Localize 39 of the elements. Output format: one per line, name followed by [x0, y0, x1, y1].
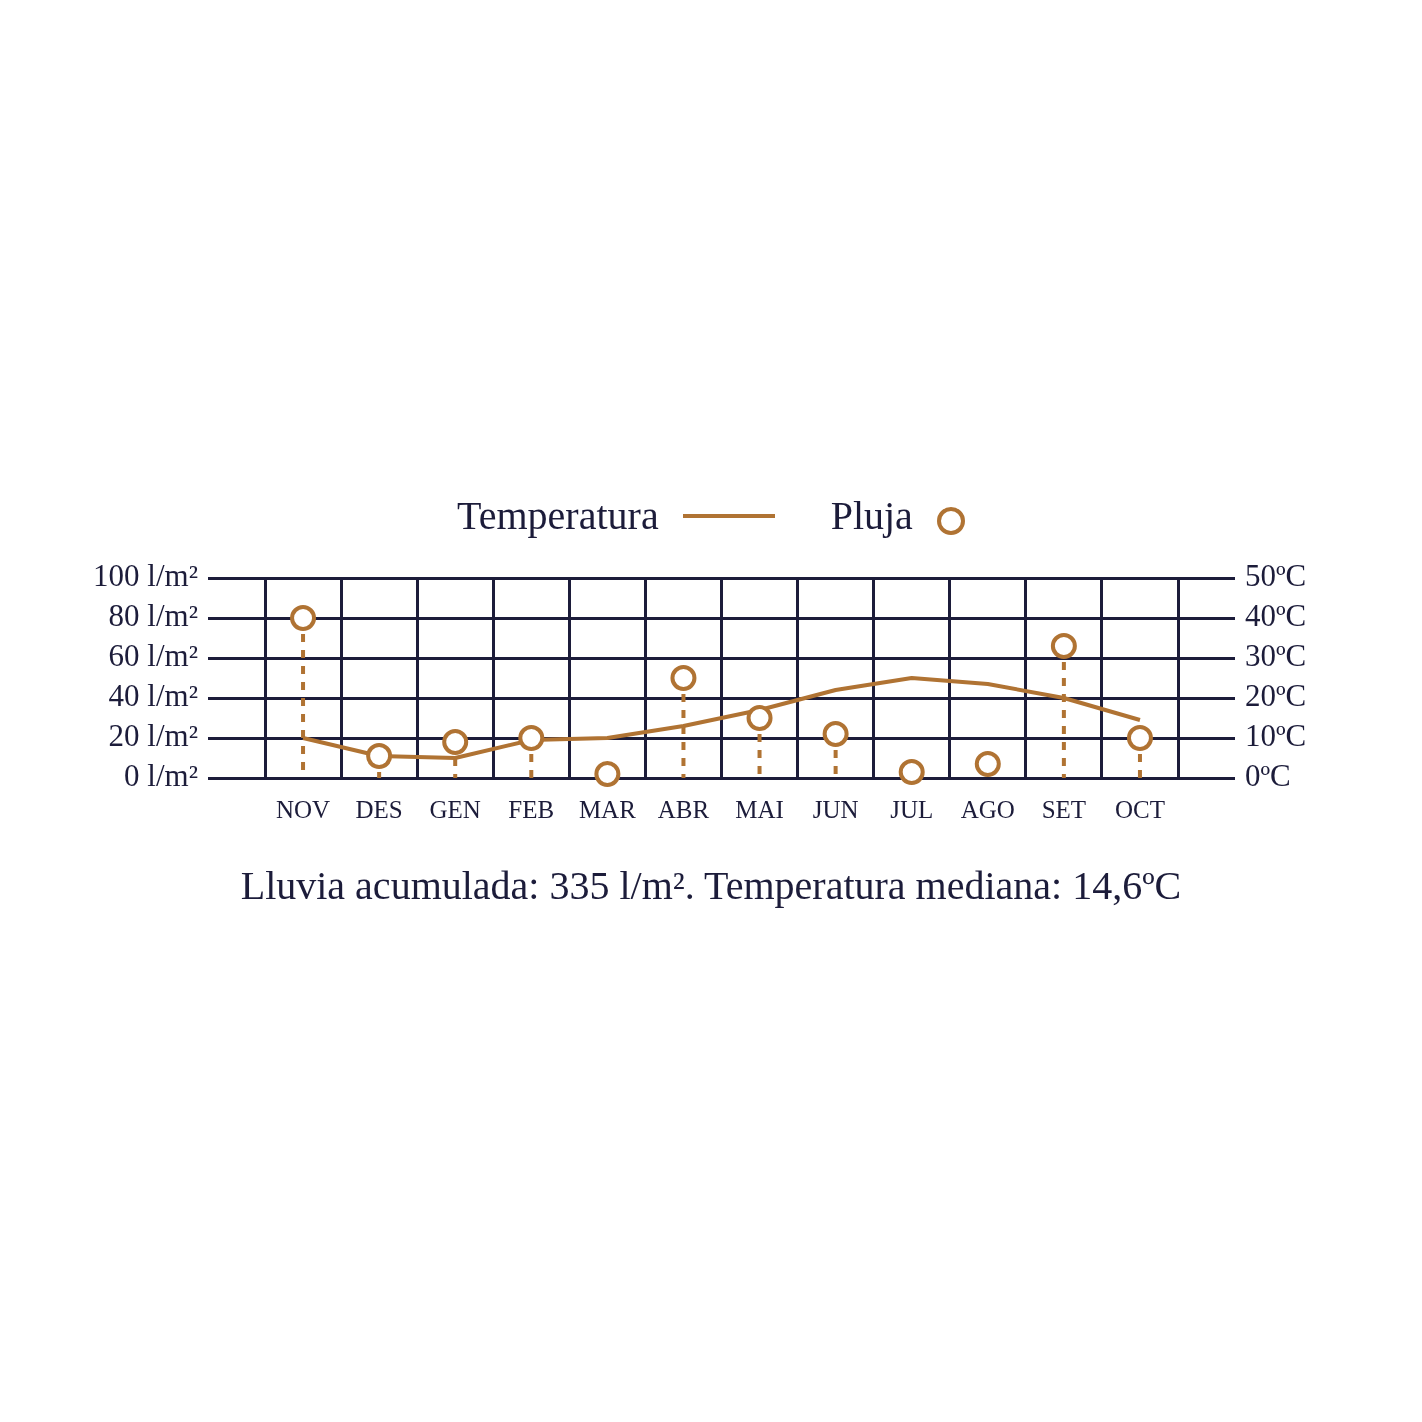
- legend-label: Pluja: [830, 492, 913, 539]
- point: [1126, 725, 1153, 751]
- point: [746, 705, 773, 731]
- point: [1050, 633, 1077, 659]
- y2-tick-label: 0ºC: [1245, 758, 1291, 794]
- y-tick-label: 20 l/m²: [108, 718, 198, 754]
- x-tick-label: FEB: [508, 795, 555, 823]
- point: [898, 759, 925, 785]
- text: Lluvia acumulada: 335 l/m². Temperatura mediana: 14,6ºC: [239, 862, 1183, 909]
- x-tick-label: AGO: [960, 795, 1015, 823]
- point: [974, 751, 1001, 777]
- y2-tick-label: 50ºC: [1245, 558, 1307, 594]
- y-tick-label: 40 l/m²: [108, 678, 198, 714]
- y2-tick-label: 40ºC: [1245, 598, 1307, 634]
- point: [594, 761, 621, 787]
- legend-label: Temperatura: [457, 492, 659, 539]
- y2-tick-label: 20ºC: [1245, 678, 1307, 714]
- point: [442, 729, 469, 755]
- x-tick-label: JUN: [812, 795, 859, 823]
- point: [822, 721, 849, 747]
- x-tick-label: SET: [1041, 795, 1087, 823]
- y-tick-label: 60 l/m²: [108, 638, 198, 674]
- y2-tick-label: 10ºC: [1245, 718, 1307, 754]
- x-tick-label: DES: [355, 795, 403, 823]
- y-tick-label: 0 l/m²: [124, 758, 198, 794]
- y-tick-label: 100 l/m²: [93, 558, 198, 594]
- x-tick-label: ABR: [657, 795, 710, 823]
- point: [290, 605, 317, 631]
- x-tick-label: MAR: [578, 795, 637, 823]
- x-tick-label: NOV: [275, 795, 331, 823]
- x-tick-label: MAI: [735, 795, 784, 823]
- point: [518, 725, 545, 751]
- x-tick-label: JUL: [890, 795, 934, 823]
- y2-tick-label: 30ºC: [1245, 638, 1307, 674]
- x-tick-label: GEN: [429, 795, 481, 823]
- x-tick-label: OCT: [1114, 795, 1165, 823]
- point: [670, 665, 697, 691]
- point: [366, 743, 393, 769]
- y-tick-label: 80 l/m²: [108, 598, 198, 634]
